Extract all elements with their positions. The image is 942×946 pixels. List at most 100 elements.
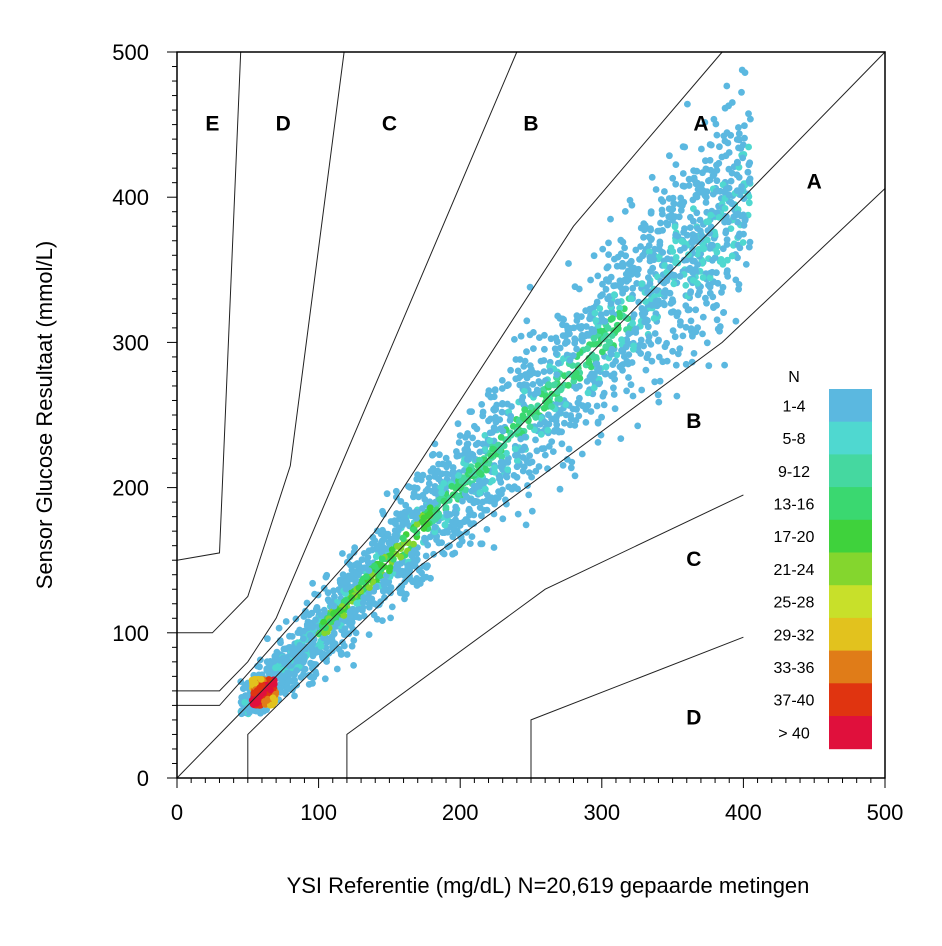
scatter-point bbox=[352, 607, 360, 615]
scatter-point bbox=[353, 600, 361, 607]
scatter-point bbox=[364, 554, 372, 561]
zone-boundary-line-3 bbox=[177, 51, 723, 706]
scatter-point bbox=[425, 474, 433, 482]
legend-swatch bbox=[829, 519, 872, 553]
scatter-point bbox=[355, 571, 362, 579]
scatter-point bbox=[400, 535, 407, 543]
scatter-point bbox=[685, 175, 693, 183]
scatter-point bbox=[479, 412, 487, 420]
scatter-point bbox=[642, 366, 650, 374]
scatter-point bbox=[572, 384, 580, 392]
scatter-point bbox=[706, 141, 714, 148]
scatter-point bbox=[423, 564, 430, 571]
scatter-point bbox=[517, 332, 525, 340]
scatter-point bbox=[472, 441, 480, 448]
scatter-point bbox=[265, 660, 273, 668]
scatter-point bbox=[391, 532, 399, 539]
scatter-point bbox=[442, 454, 450, 462]
scatter-point bbox=[530, 329, 537, 336]
scatter-point bbox=[599, 392, 607, 400]
scatter-point bbox=[538, 445, 546, 453]
scatter-point bbox=[523, 348, 530, 356]
scatter-point bbox=[623, 277, 631, 285]
scatter-point bbox=[618, 347, 625, 354]
zone-label-a: A bbox=[807, 170, 822, 193]
scatter-point bbox=[608, 332, 616, 339]
zone-boundary-line-7 bbox=[530, 636, 744, 778]
scatter-point bbox=[521, 387, 528, 395]
scatter-point bbox=[562, 411, 570, 419]
zone-label-a: A bbox=[693, 112, 708, 135]
scatter-point bbox=[481, 446, 489, 453]
scatter-point bbox=[504, 466, 512, 473]
scatter-point bbox=[565, 260, 572, 267]
scatter-point bbox=[532, 467, 540, 475]
scatter-point bbox=[458, 477, 466, 485]
scatter-point bbox=[544, 426, 552, 434]
scatter-point bbox=[564, 338, 571, 346]
scatter-point bbox=[491, 387, 499, 394]
scatter-point bbox=[678, 237, 686, 245]
scatter-point bbox=[734, 210, 742, 218]
scatter-point bbox=[349, 575, 357, 583]
scatter-point bbox=[355, 584, 363, 592]
scatter-point bbox=[415, 566, 423, 574]
scatter-point bbox=[462, 486, 470, 494]
scatter-point bbox=[610, 370, 618, 378]
scatter-point bbox=[734, 159, 741, 167]
scatter-point bbox=[723, 185, 730, 193]
scatter-point bbox=[521, 443, 528, 451]
scatter-point bbox=[741, 217, 749, 225]
scatter-point bbox=[303, 599, 311, 607]
scatter-point bbox=[322, 573, 330, 581]
scatter-point bbox=[263, 667, 271, 674]
scatter-point bbox=[541, 451, 549, 459]
scatter-point bbox=[360, 612, 368, 620]
scatter-point bbox=[705, 362, 713, 370]
scatter-point bbox=[463, 440, 471, 448]
scatter-point bbox=[641, 222, 649, 229]
scatter-point bbox=[394, 527, 402, 534]
scatter-point bbox=[353, 613, 361, 621]
scatter-point bbox=[456, 541, 463, 549]
scatter-point bbox=[312, 616, 319, 624]
scatter-point bbox=[528, 458, 536, 466]
scatter-point bbox=[351, 561, 359, 569]
scatter-point bbox=[251, 679, 259, 687]
y-tick-label: 100 bbox=[112, 621, 149, 646]
scatter-point bbox=[424, 485, 432, 493]
scatter-point bbox=[656, 377, 664, 385]
scatter-point bbox=[617, 236, 625, 244]
scatter-point bbox=[429, 450, 437, 458]
legend-swatch bbox=[829, 552, 872, 586]
scatter-point bbox=[455, 439, 463, 446]
scatter-point bbox=[659, 210, 666, 218]
scatter-point bbox=[616, 313, 624, 321]
scatter-point bbox=[583, 323, 590, 330]
scatter-point bbox=[448, 482, 456, 490]
scatter-point bbox=[660, 279, 668, 287]
scatter-point bbox=[422, 552, 430, 560]
scatter-point bbox=[534, 370, 542, 378]
scatter-point bbox=[604, 263, 612, 270]
scatter-point bbox=[246, 708, 254, 716]
scatter-point bbox=[440, 550, 448, 558]
scatter-point bbox=[655, 353, 663, 361]
scatter-point bbox=[481, 456, 489, 464]
scatter-point bbox=[602, 343, 610, 351]
scatter-point bbox=[498, 408, 506, 416]
scatter-point bbox=[303, 622, 311, 630]
scatter-point bbox=[565, 445, 573, 453]
scatter-point bbox=[431, 523, 439, 531]
scatter-point bbox=[601, 317, 609, 325]
scatter-point bbox=[553, 371, 561, 378]
scatter-point bbox=[494, 494, 502, 501]
scatter-point bbox=[601, 370, 609, 378]
scatter-point bbox=[645, 337, 652, 345]
scatter-point bbox=[479, 498, 487, 506]
scatter-point bbox=[669, 216, 676, 224]
scatter-point bbox=[625, 351, 633, 358]
scatter-point bbox=[449, 468, 457, 476]
scatter-point bbox=[647, 208, 655, 216]
